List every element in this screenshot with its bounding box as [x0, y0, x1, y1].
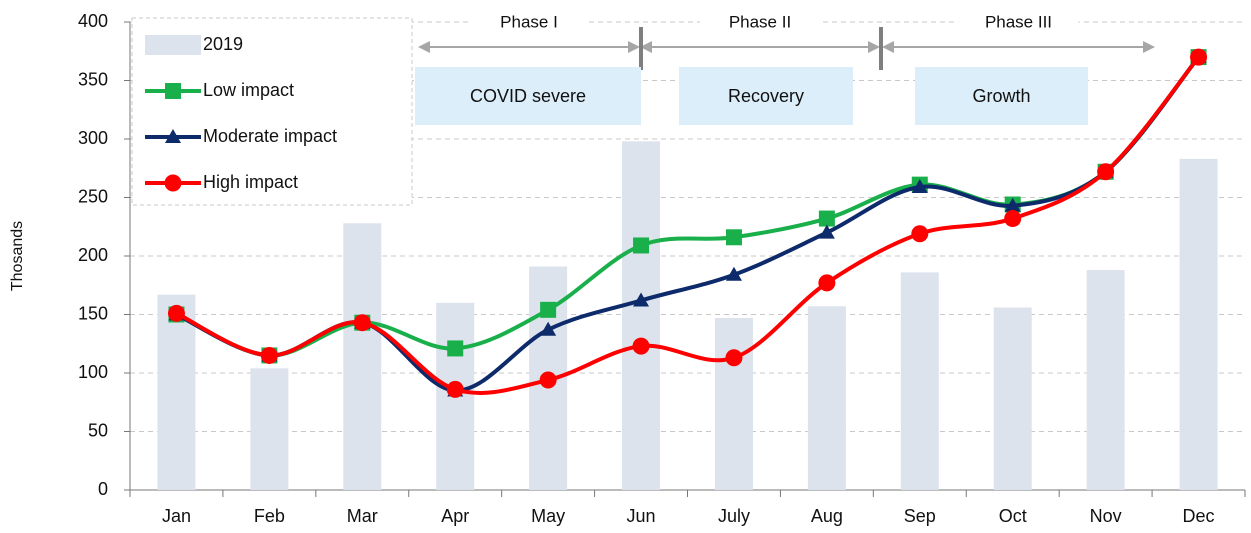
legend-label: 2019 — [203, 34, 243, 54]
marker — [911, 225, 929, 243]
phase-box — [679, 67, 853, 125]
legend-marker — [165, 83, 181, 99]
phase-label: Phase I — [500, 12, 558, 31]
y-tick-label: 350 — [78, 69, 108, 89]
x-tick-label: Mar — [347, 506, 378, 526]
legend-label: High impact — [203, 172, 298, 192]
bar — [900, 272, 939, 490]
x-tick-label: Oct — [999, 506, 1027, 526]
phase-box-label: COVID severe — [470, 86, 586, 106]
phase-label: Phase II — [729, 12, 791, 31]
x-tick-label: Nov — [1090, 506, 1122, 526]
bar — [1179, 158, 1218, 490]
marker — [725, 349, 743, 367]
marker — [818, 274, 836, 292]
phase-label: Phase III — [985, 12, 1052, 31]
bar — [250, 368, 289, 490]
bar — [157, 294, 196, 490]
marker — [632, 337, 650, 355]
legend-marker — [164, 174, 182, 192]
arrow-head — [640, 41, 652, 53]
bar — [622, 141, 661, 490]
marker — [539, 371, 557, 389]
marker — [1190, 48, 1208, 66]
phase-box — [915, 67, 1088, 125]
y-tick-label: 250 — [78, 186, 108, 206]
phase-label-bg — [469, 10, 589, 36]
x-tick-label: Jan — [162, 506, 191, 526]
marker — [260, 346, 278, 364]
marker — [818, 224, 835, 239]
legend-swatch — [145, 35, 201, 55]
legend-marker — [165, 129, 181, 143]
bar — [807, 306, 846, 490]
phase-box-label: Growth — [972, 86, 1030, 106]
marker — [818, 210, 835, 227]
marker — [1004, 197, 1021, 212]
phase-box — [415, 67, 641, 125]
x-tick-label: Jun — [627, 506, 656, 526]
marker — [911, 178, 928, 193]
marker — [633, 292, 650, 307]
marker — [540, 301, 557, 318]
x-tick-label: Apr — [441, 506, 469, 526]
x-tick-label: Sep — [904, 506, 936, 526]
x-tick-label: July — [718, 506, 750, 526]
phase-label-bg — [700, 10, 820, 36]
x-tick-label: Dec — [1183, 506, 1215, 526]
marker — [725, 229, 742, 246]
x-tick-label: Aug — [811, 506, 843, 526]
bar — [1086, 270, 1125, 490]
bar — [714, 318, 753, 490]
marker — [633, 237, 650, 254]
arrow-head — [418, 41, 430, 53]
phase-label-bg — [958, 10, 1079, 36]
y-tick-label: 150 — [78, 303, 108, 323]
y-tick-label: 0 — [98, 479, 108, 499]
marker — [353, 314, 371, 332]
y-tick-label: 300 — [78, 128, 108, 148]
x-tick-label: Feb — [254, 506, 285, 526]
marker — [540, 321, 557, 336]
legend-label: Moderate impact — [203, 126, 337, 146]
bar — [993, 307, 1032, 490]
x-tick-label: May — [531, 506, 565, 526]
y-tick-label: 400 — [78, 11, 108, 31]
marker — [1004, 210, 1022, 228]
y-axis-label: Thosands — [9, 221, 26, 291]
phase-box-label: Recovery — [728, 86, 804, 106]
arrow-head — [1143, 41, 1155, 53]
arrow-head — [882, 41, 894, 53]
marker — [447, 340, 464, 357]
marker — [1097, 163, 1115, 181]
arrow-head — [868, 41, 880, 53]
legend-label: Low impact — [203, 80, 294, 100]
arrow-head — [628, 41, 640, 53]
marker — [725, 266, 742, 281]
bar — [343, 223, 382, 491]
y-tick-label: 50 — [88, 420, 108, 440]
marker — [446, 380, 464, 398]
y-tick-label: 200 — [78, 245, 108, 265]
marker — [167, 304, 185, 322]
y-tick-label: 100 — [78, 362, 108, 382]
